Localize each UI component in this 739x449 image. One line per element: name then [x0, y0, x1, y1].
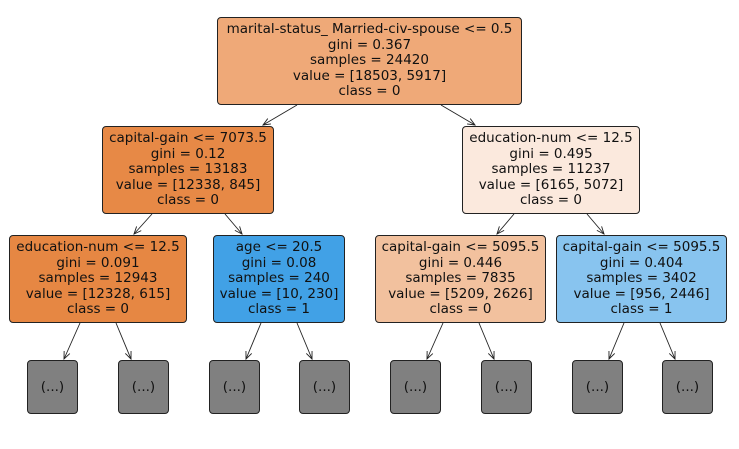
truncated-leaf: (...): [572, 360, 623, 414]
node-line: value = [12328, 615]: [25, 285, 171, 302]
node-line: value = [6165, 5072]: [478, 176, 624, 193]
edge-arrow: [262, 104, 298, 126]
edge-arrow: [63, 322, 81, 361]
node-line: samples = 13183: [128, 161, 248, 178]
edge-arrow: [659, 322, 676, 361]
node-line: samples = 3402: [586, 270, 697, 287]
node-line: gini = 0.12: [150, 145, 226, 162]
node-line: class = 0: [338, 83, 401, 100]
tree-node: capital-gain <= 5095.5 gini = 0.404 sample…: [556, 235, 727, 323]
edge-arrow: [224, 213, 243, 235]
node-line: marital-status_ Married-civ-spouse <= 0.…: [226, 21, 513, 37]
node-line: gini = 0.404: [599, 254, 684, 271]
node-line: capital-gain <= 5095.5: [381, 239, 540, 255]
tree-node: age <= 20.5 gini = 0.08 samples = 240 value…: [213, 235, 345, 323]
edge-arrow: [496, 213, 515, 235]
node-line: samples = 12943: [38, 270, 158, 287]
edge-arrow: [296, 322, 313, 361]
tree-node: marital-status_ Married-civ-spouse <= 0.…: [217, 17, 522, 105]
edge-arrow: [586, 213, 605, 235]
node-line: age <= 20.5: [235, 239, 323, 255]
truncated-leaf: (...): [118, 360, 169, 414]
node-line: capital-gain <= 7073.5: [109, 130, 267, 146]
truncated-leaf: (...): [662, 360, 713, 414]
node-line: class = 0: [67, 301, 129, 318]
node-line: class = 1: [248, 301, 310, 318]
node-line: samples = 240: [228, 270, 330, 287]
node-line: value = [12338, 845]: [115, 176, 261, 193]
node-line: gini = 0.495: [509, 145, 593, 162]
tree-node: education-num <= 12.5 gini = 0.091 samples…: [9, 235, 187, 323]
node-line: gini = 0.08: [241, 254, 317, 271]
node-line: class = 0: [429, 301, 492, 318]
tree-node: capital-gain <= 7073.5 gini = 0.12 samples…: [102, 126, 274, 214]
edge-arrow: [608, 322, 625, 361]
node-line: class = 0: [157, 192, 219, 209]
truncated-leaf: (...): [390, 360, 441, 414]
tree-node: education-num <= 12.5 gini = 0.495 samples…: [462, 126, 640, 214]
truncated-leaf: (...): [481, 360, 532, 414]
node-line: samples = 24420: [310, 52, 429, 69]
node-line: samples = 7835: [405, 270, 516, 287]
node-line: capital-gain <= 5095.5: [562, 239, 721, 255]
node-line: education-num <= 12.5: [16, 239, 180, 255]
edge-arrow: [133, 213, 153, 235]
node-line: class = 0: [520, 192, 582, 209]
edge-arrow: [440, 104, 476, 126]
edge-arrow: [426, 322, 444, 361]
node-line: samples = 11237: [491, 161, 611, 178]
edge-arrow: [478, 322, 495, 361]
truncated-leaf: (...): [27, 360, 78, 414]
edge-arrow: [115, 322, 132, 361]
edge-arrow: [245, 322, 262, 361]
tree-node: capital-gain <= 5095.5 gini = 0.446 sample…: [375, 235, 546, 323]
truncated-leaf: (...): [209, 360, 260, 414]
node-line: gini = 0.367: [327, 36, 412, 53]
node-line: gini = 0.446: [418, 254, 503, 271]
node-line: education-num <= 12.5: [469, 130, 633, 146]
truncated-leaf: (...): [299, 360, 350, 414]
node-line: value = [956, 2446]: [573, 285, 710, 302]
node-line: value = [18503, 5917]: [292, 67, 447, 84]
node-line: gini = 0.091: [56, 254, 140, 271]
node-line: value = [5209, 2626]: [388, 285, 533, 302]
node-line: value = [10, 230]: [219, 285, 339, 302]
node-line: class = 1: [610, 301, 673, 318]
